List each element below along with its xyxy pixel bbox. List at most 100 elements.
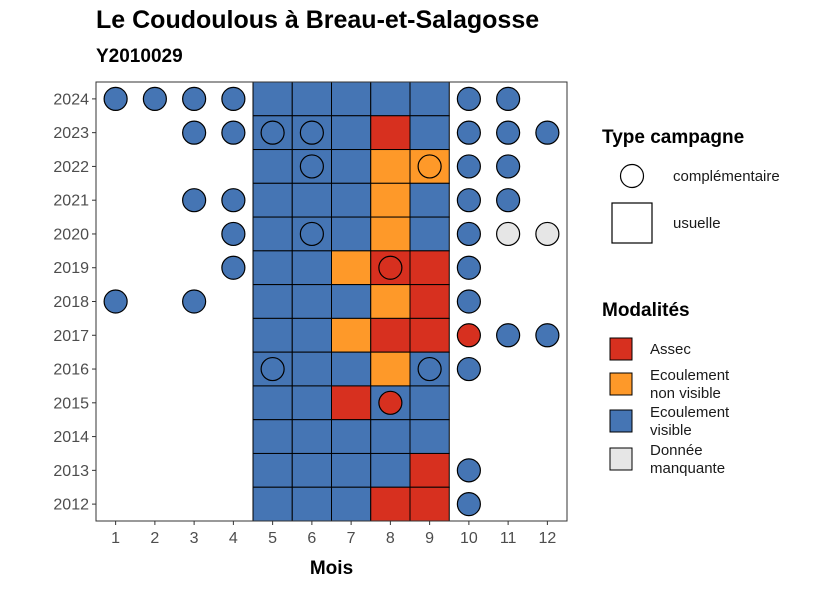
legend-label-ecoulement-non-visible-1: Ecoulement — [650, 367, 730, 384]
square-2019-7 — [331, 250, 372, 286]
square-2021-8 — [370, 182, 411, 218]
square-2016-6 — [291, 351, 332, 387]
chart-subtitle: Y2010029 — [96, 46, 183, 67]
square-2021-9 — [409, 182, 450, 218]
circle-2019-4 — [221, 255, 246, 280]
circle-2018-1 — [103, 289, 128, 314]
square-2014-7 — [331, 419, 372, 454]
circle-2022-6 — [299, 154, 324, 179]
legend-label-usuelle: usuelle — [673, 215, 721, 232]
y-tick-label-2019: 2019 — [53, 260, 89, 277]
square-2024-8 — [370, 81, 411, 117]
circle-2016-5 — [260, 356, 285, 382]
square-2012-5 — [252, 486, 293, 522]
circle-2024-3 — [182, 86, 207, 111]
square-2023-7 — [331, 115, 372, 151]
circle-2024-4 — [221, 86, 246, 111]
square-2016-8 — [370, 351, 411, 387]
square-2014-8 — [370, 419, 411, 454]
circle-2023-3 — [182, 120, 207, 145]
circle-2020-11 — [496, 221, 521, 247]
legend-label-complementaire: complémentaire — [673, 168, 780, 185]
circle-2013-10 — [456, 458, 481, 483]
circle-2022-9 — [417, 154, 442, 179]
square-2019-9 — [409, 250, 450, 286]
square-2023-8 — [370, 115, 411, 151]
circle-2018-3 — [182, 289, 207, 314]
legend-swatch-assec — [609, 337, 633, 361]
axes-layer: 2012 2013 2014 2015 2016 2017 2018 2019 2020 2021… — [53, 91, 556, 547]
square-2015-6 — [291, 385, 332, 421]
legend-label-donn-e-manquante-2: manquante — [650, 460, 725, 477]
square-2017-9 — [409, 317, 450, 353]
x-tick-label-4: 4 — [229, 530, 238, 547]
circle-2023-6 — [299, 120, 324, 145]
square-2012-7 — [331, 486, 372, 522]
square-2013-7 — [331, 452, 372, 488]
circle-2024-10 — [456, 86, 481, 111]
circle-2023-11 — [496, 120, 521, 145]
x-tick-label-6: 6 — [307, 530, 316, 547]
circle-2017-10 — [456, 323, 481, 348]
square-2014-5 — [252, 419, 293, 454]
y-tick-label-2024: 2024 — [53, 91, 89, 108]
square-2016-7 — [331, 351, 372, 387]
legend-label-ecoulement-non-visible-2: non visible — [650, 385, 721, 402]
square-2017-8 — [370, 317, 411, 353]
circle-2021-4 — [221, 188, 246, 213]
square-2012-6 — [291, 486, 332, 522]
circle-2020-4 — [221, 221, 246, 247]
y-tick-label-2023: 2023 — [53, 125, 89, 142]
circle-2023-5 — [260, 120, 285, 145]
square-2014-9 — [409, 419, 450, 454]
circle-2023-4 — [221, 120, 246, 145]
x-tick-label-10: 10 — [460, 530, 478, 547]
square-2013-5 — [252, 452, 293, 488]
y-tick-label-2013: 2013 — [53, 463, 89, 480]
legend-swatch-ecoulement-non-visible — [609, 372, 633, 396]
legend-layer: Type campagne complémentaire usuelle Modali… — [602, 127, 780, 477]
square-2021-7 — [331, 182, 372, 218]
x-tick-label-7: 7 — [347, 530, 356, 547]
square-2022-8 — [370, 149, 411, 184]
circle-2019-8 — [378, 255, 403, 280]
y-tick-label-2014: 2014 — [53, 429, 89, 446]
square-2018-6 — [291, 284, 332, 319]
circle-2020-12 — [535, 221, 560, 247]
circle-2024-11 — [496, 86, 521, 111]
y-tick-label-2021: 2021 — [53, 193, 89, 210]
square-2015-9 — [409, 385, 450, 421]
legend-shape-title: Type campagne — [602, 127, 744, 148]
legend-swatch-ecoulement-visible — [609, 409, 633, 433]
circle-2023-12 — [535, 120, 560, 145]
circle-2022-10 — [456, 154, 481, 179]
y-tick-label-2022: 2022 — [53, 159, 89, 176]
circle-2018-10 — [456, 289, 481, 314]
squares-layer — [252, 81, 450, 522]
y-tick-label-2016: 2016 — [53, 362, 89, 379]
circle-2016-10 — [456, 356, 481, 382]
circle-2015-8 — [378, 390, 403, 415]
square-2013-9 — [409, 452, 450, 488]
circle-2021-11 — [496, 188, 521, 213]
legend-swatch-donn-e-manquante — [609, 447, 633, 471]
circle-2017-12 — [535, 323, 560, 348]
square-2018-8 — [370, 284, 411, 319]
x-tick-label-9: 9 — [425, 530, 434, 547]
circle-2012-10 — [456, 492, 481, 517]
circle-2023-10 — [456, 120, 481, 145]
legend-key-usuelle — [611, 202, 653, 244]
circle-2020-6 — [299, 221, 324, 247]
circles-layer — [103, 86, 560, 517]
circle-2020-10 — [456, 221, 481, 247]
chart-title: Le Coudoulous à Breau-et-Salagosse — [96, 6, 540, 34]
circle-2022-11 — [496, 154, 521, 179]
square-2020-5 — [252, 216, 293, 252]
square-2023-9 — [409, 115, 450, 151]
legend-fill-title: Modalités — [602, 300, 690, 321]
square-2017-7 — [331, 317, 372, 353]
x-axis-title: Mois — [310, 558, 353, 579]
square-2024-6 — [291, 81, 332, 117]
square-2013-8 — [370, 452, 411, 488]
circle-2024-2 — [142, 86, 167, 111]
